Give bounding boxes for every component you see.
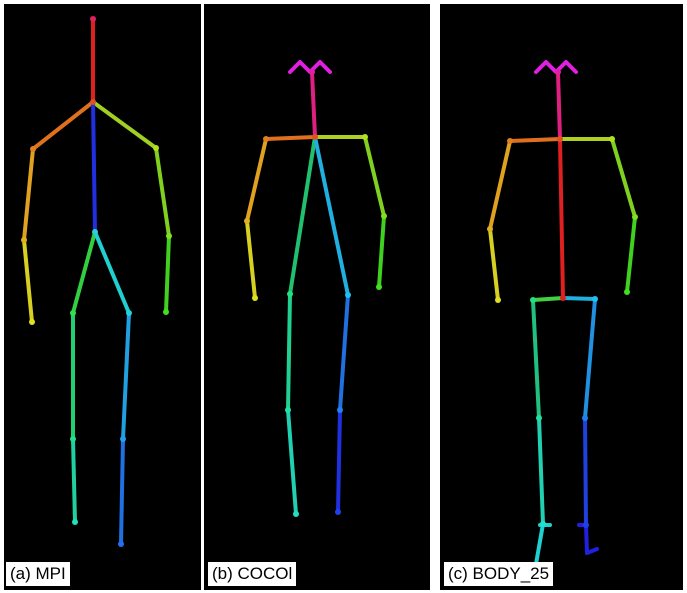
mpi-right-thigh-bone bbox=[121, 311, 131, 441]
mpi-right-forearm-bone bbox=[164, 234, 171, 314]
coco-left-thigh-bone bbox=[286, 292, 292, 412]
panel-coco: (b) COCOl bbox=[204, 4, 430, 590]
body25-right-toe-bone bbox=[585, 547, 599, 555]
mpi-joint-head bbox=[90, 16, 96, 22]
mpi-joint-right-ankle bbox=[118, 541, 124, 547]
mpi-caption: (a) MPI bbox=[6, 562, 70, 586]
body25-right-forearm-bone bbox=[625, 215, 637, 294]
coco-left-upper-arm-bone bbox=[245, 137, 268, 223]
coco-joint-right-hip bbox=[345, 292, 351, 298]
body25-joint-left-hip bbox=[530, 297, 536, 303]
body25-spine-bone bbox=[558, 137, 565, 300]
coco-left-shin-bone bbox=[286, 408, 298, 516]
coco-right-shin-bone bbox=[336, 408, 342, 514]
mpi-spine-bone bbox=[91, 100, 97, 234]
mpi-right-hip-bone bbox=[93, 230, 131, 315]
panel-mpi: (a) MPI bbox=[4, 4, 201, 590]
body25-left-thigh-bone bbox=[531, 298, 541, 420]
coco-skeleton bbox=[244, 60, 387, 517]
body25-right-hip-bone bbox=[561, 296, 597, 301]
coco-left-shoulder-bone bbox=[264, 135, 317, 141]
coco-joint-right-elbow bbox=[381, 213, 387, 219]
mpi-joint-pelvis bbox=[92, 229, 98, 235]
coco-joint-left-shoulder bbox=[263, 136, 269, 142]
coco-right-thigh-bone bbox=[338, 293, 350, 412]
body25-joint-right-shoulder bbox=[609, 136, 615, 142]
body25-right-foot-bone bbox=[584, 523, 589, 555]
coco-joint-left-ankle bbox=[293, 511, 299, 517]
coco-joint-right-knee bbox=[337, 407, 343, 413]
body25-right-thigh-bone bbox=[583, 297, 597, 420]
body25-joint-left-shoulder bbox=[507, 138, 513, 144]
coco-joint-right-wrist bbox=[376, 284, 382, 290]
body25-joint-mid-hip bbox=[560, 295, 566, 301]
mpi-left-shoulder-bone bbox=[31, 100, 95, 151]
body25-joint-right-ankle bbox=[583, 522, 589, 528]
coco-right-torso-bone bbox=[313, 135, 350, 297]
coco-joint-nose bbox=[309, 69, 315, 75]
body25-joint-left-elbow bbox=[487, 226, 493, 232]
coco-joint-left-elbow bbox=[244, 218, 250, 224]
body25-joint-left-ankle bbox=[540, 521, 546, 527]
mpi-left-hip-bone bbox=[71, 230, 97, 315]
mpi-joint-right-hip bbox=[126, 310, 132, 316]
mpi-joint-neck bbox=[90, 99, 96, 105]
body25-left-hip-bone bbox=[531, 296, 565, 302]
body25-joint-left-wrist bbox=[495, 297, 501, 303]
coco-caption: (b) COCOl bbox=[208, 562, 297, 586]
body25-joint-right-wrist bbox=[624, 289, 630, 295]
coco-joint-left-hip bbox=[287, 291, 293, 297]
body25-left-forearm-bone bbox=[488, 227, 500, 302]
coco-joint-right-shoulder bbox=[362, 134, 368, 140]
body25-joint-left-knee bbox=[536, 415, 542, 421]
mpi-right-shoulder-bone bbox=[91, 100, 158, 150]
mpi-joint-right-elbow bbox=[166, 233, 172, 239]
body25-left-shoulder-bone bbox=[508, 137, 562, 143]
body25-skeleton bbox=[487, 60, 638, 566]
mpi-joint-left-elbow bbox=[21, 237, 27, 243]
body25-joint-right-elbow bbox=[632, 214, 638, 220]
mpi-joint-right-wrist bbox=[163, 309, 169, 315]
mpi-right-upper-arm-bone bbox=[154, 146, 171, 238]
coco-joint-neck bbox=[312, 134, 318, 140]
coco-joint-right-ankle bbox=[335, 509, 341, 515]
body25-caption: (c) BODY_25 bbox=[444, 562, 554, 586]
body25-joint-right-hip bbox=[592, 296, 598, 302]
mpi-joint-right-knee bbox=[120, 436, 126, 442]
body25-joint-nose bbox=[555, 69, 561, 75]
body25-joint-neck bbox=[557, 136, 563, 142]
mpi-left-shin-bone bbox=[71, 437, 77, 524]
mpi-joint-left-hip bbox=[70, 310, 76, 316]
coco-joint-left-wrist bbox=[252, 295, 258, 301]
coco-joint-left-knee bbox=[285, 407, 291, 413]
coco-right-forearm-bone bbox=[377, 214, 386, 289]
mpi-joint-left-wrist bbox=[29, 319, 35, 325]
mpi-right-shin-bone bbox=[119, 437, 125, 546]
coco-neck-bone bbox=[310, 70, 317, 139]
coco-left-forearm-bone bbox=[245, 219, 257, 300]
mpi-skeleton bbox=[21, 16, 172, 547]
body25-neck-bone bbox=[556, 70, 562, 141]
mpi-joint-right-shoulder bbox=[153, 145, 159, 151]
body25-joint-right-knee bbox=[582, 415, 588, 421]
panel-body25: (c) BODY_25 bbox=[440, 4, 683, 590]
body25-left-upper-arm-bone bbox=[488, 139, 512, 231]
body25-left-foot-bone bbox=[534, 522, 545, 566]
mpi-left-upper-arm-bone bbox=[22, 147, 35, 242]
body25-left-shin-bone bbox=[537, 416, 545, 526]
mpi-joint-left-shoulder bbox=[30, 146, 36, 152]
mpi-left-forearm-bone bbox=[22, 238, 34, 324]
mpi-joint-left-ankle bbox=[72, 519, 78, 525]
coco-right-upper-arm-bone bbox=[363, 135, 386, 218]
mpi-joint-left-knee bbox=[70, 436, 76, 442]
coco-left-torso-bone bbox=[288, 135, 317, 296]
body25-right-shin-bone bbox=[583, 416, 588, 527]
body25-right-upper-arm-bone bbox=[610, 137, 637, 219]
